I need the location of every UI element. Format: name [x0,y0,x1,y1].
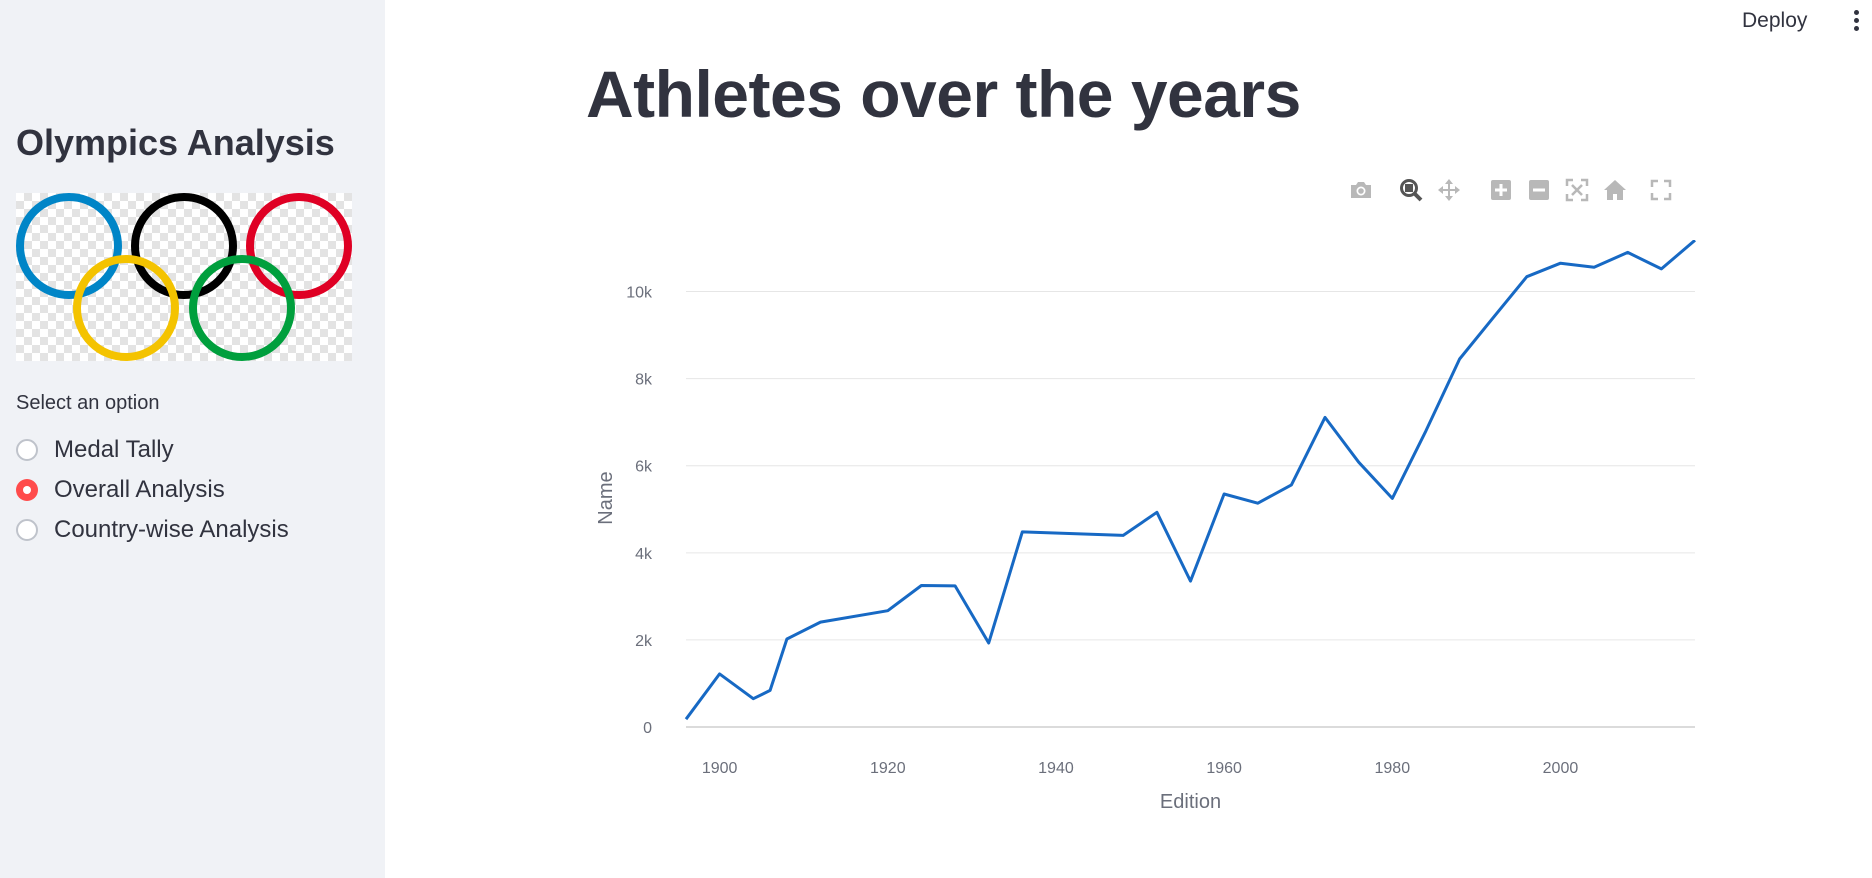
y-axis-ticks: 0 2k 4k 6k 8k 10k [626,285,653,737]
series-line[interactable] [684,240,1696,721]
y-tick-label: 4k [635,546,653,563]
radio-option-medal-tally[interactable]: Medal Tally [16,434,174,466]
autoscale-icon[interactable] [1564,177,1590,203]
zoom-out-icon[interactable] [1526,177,1552,203]
radio-option-country-wise-analysis[interactable]: Country-wise Analysis [16,514,289,546]
x-tick-label: 1920 [870,760,906,777]
radio-button[interactable] [16,439,38,461]
x-tick-label: 1980 [1375,760,1411,777]
fullscreen-icon[interactable] [1648,177,1674,203]
y-tick-label: 0 [643,720,652,737]
sidebar: Olympics Analysis Select an option Medal… [0,0,385,878]
chart-modebar [1348,175,1678,205]
y-tick-label: 8k [635,372,653,389]
y-tick-label: 2k [635,633,653,650]
radio-option-overall-analysis[interactable]: Overall Analysis [16,474,225,506]
x-tick-label: 2000 [1543,760,1579,777]
x-axis-title: Edition [1160,791,1221,813]
radio-option-label: Medal Tally [54,436,174,463]
y-axis-title: Name [595,471,617,524]
chart-grid [686,291,1695,728]
x-tick-label: 1940 [1038,760,1074,777]
reset-axes-icon[interactable] [1602,177,1628,203]
zoom-icon[interactable] [1398,177,1424,203]
line-chart[interactable]: 0 2k 4k 6k 8k 10k 1900 1920 1940 1960 1980 2000 Ed… [580,240,1710,830]
radio-option-label: Overall Analysis [54,476,225,503]
deploy-button[interactable]: Deploy [1742,9,1808,32]
pan-icon[interactable] [1436,177,1462,203]
y-tick-label: 6k [635,459,653,476]
radio-option-label: Country-wise Analysis [54,516,289,543]
radio-button-selected[interactable] [16,479,38,501]
zoom-in-icon[interactable] [1488,177,1514,203]
olympic-rings-icon [16,193,352,361]
x-axis-ticks: 1900 1920 1940 1960 1980 2000 [702,760,1579,777]
sidebar-title: Olympics Analysis [16,122,335,163]
radio-button[interactable] [16,519,38,541]
y-tick-label: 10k [626,285,653,302]
x-tick-label: 1960 [1206,760,1242,777]
radio-group-label: Select an option [16,392,160,414]
page-title: Athletes over the years [586,57,1301,131]
camera-icon[interactable] [1348,177,1374,203]
vertical-ellipsis-icon[interactable] [1846,6,1866,36]
x-tick-label: 1900 [702,760,738,777]
